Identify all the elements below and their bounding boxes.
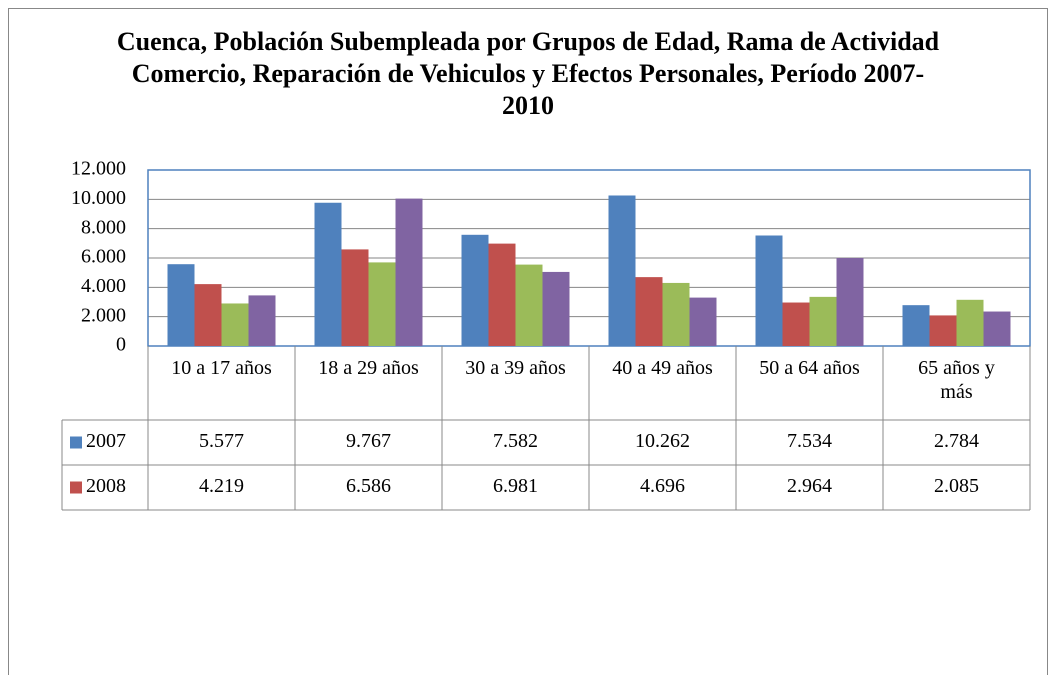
bar xyxy=(314,202,342,346)
table-value: 7.534 xyxy=(787,430,832,452)
bar xyxy=(368,262,396,346)
bar xyxy=(836,258,864,346)
bar xyxy=(221,303,249,346)
bar xyxy=(248,295,276,346)
y-tick-label: 10.000 xyxy=(71,187,126,209)
bar xyxy=(929,315,957,346)
bar xyxy=(782,302,810,346)
x-tick-label: 18 a 29 años xyxy=(318,357,419,379)
legend-key xyxy=(70,481,82,494)
bar xyxy=(902,305,930,346)
bar xyxy=(983,311,1011,346)
table-value: 2.964 xyxy=(787,475,832,497)
bar xyxy=(515,264,543,346)
table-value: 5.577 xyxy=(199,430,244,452)
table-value: 10.262 xyxy=(635,430,690,452)
legend-label: 2007 xyxy=(86,430,126,452)
x-tick-label: 10 a 17 años xyxy=(171,357,272,379)
y-tick-label: 12.000 xyxy=(71,158,126,180)
table-value: 2.784 xyxy=(934,430,979,452)
bar xyxy=(689,297,717,346)
legend-label: 2008 xyxy=(86,475,126,497)
bar xyxy=(167,264,195,346)
chart-title: Cuenca, Población Subempleada por Grupos… xyxy=(116,27,940,120)
x-tick-label: 40 a 49 años xyxy=(612,357,713,379)
legend-key xyxy=(70,436,82,449)
y-tick-label: 8.000 xyxy=(81,216,126,238)
x-tick-label: 50 a 64 años xyxy=(759,357,860,379)
x-tick-label: 30 a 39 años xyxy=(465,357,566,379)
table-value: 6.981 xyxy=(493,475,538,497)
bar xyxy=(461,234,489,346)
bar xyxy=(755,235,783,346)
table-value: 9.767 xyxy=(346,430,391,452)
table-value: 4.696 xyxy=(640,475,685,497)
bar xyxy=(809,296,837,346)
bar xyxy=(542,271,570,346)
x-tick-label: 65 años y más xyxy=(918,357,995,403)
table-value: 7.582 xyxy=(493,430,538,452)
bar xyxy=(194,284,222,346)
bar xyxy=(956,299,984,346)
bar xyxy=(608,195,636,346)
table-value: 6.586 xyxy=(346,475,391,497)
y-tick-label: 4.000 xyxy=(81,275,126,297)
bar xyxy=(341,249,369,346)
bar xyxy=(635,277,663,346)
table-value: 2.085 xyxy=(934,475,979,497)
bar xyxy=(488,243,516,346)
bar xyxy=(395,198,423,346)
table-value: 4.219 xyxy=(199,475,244,497)
y-tick-label: 2.000 xyxy=(81,304,126,326)
y-tick-label: 0 xyxy=(116,334,126,356)
bar xyxy=(662,282,690,346)
y-tick-label: 6.000 xyxy=(81,246,126,268)
